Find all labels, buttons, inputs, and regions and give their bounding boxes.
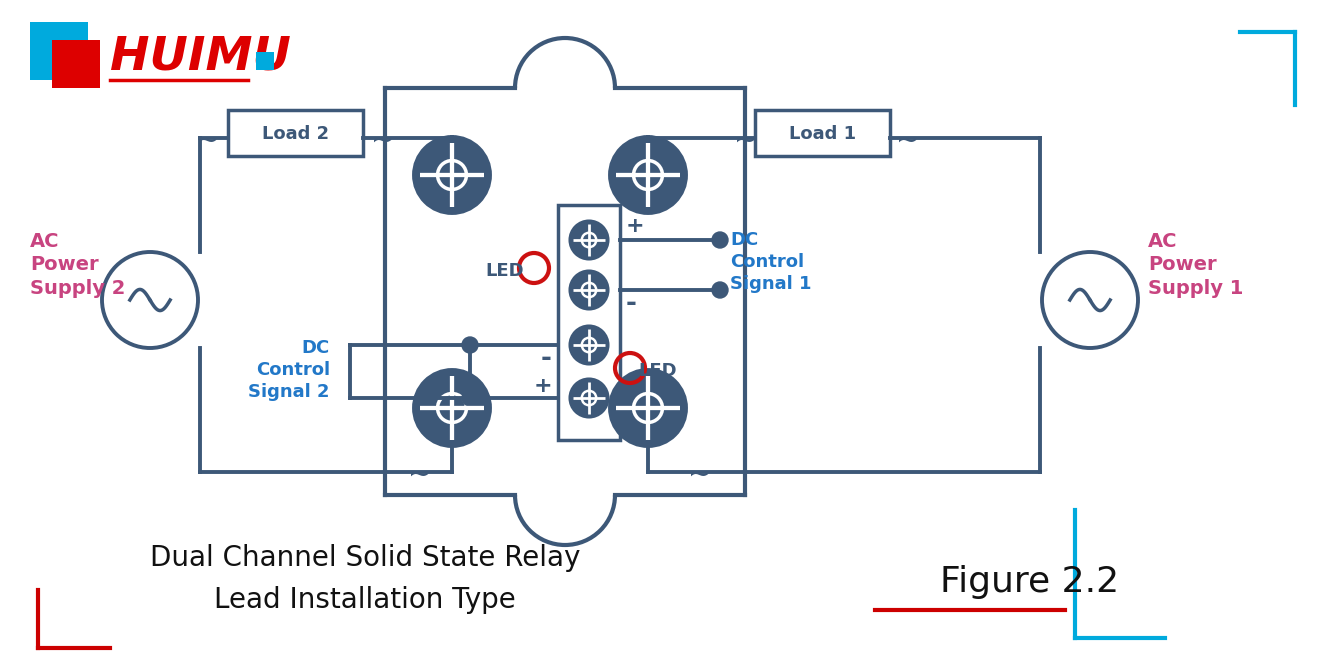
Text: Lead Installation Type: Lead Installation Type [214,586,516,614]
Bar [52,40,100,88]
Circle shape [570,379,608,417]
Circle shape [570,271,608,309]
Text: LED: LED [486,262,524,280]
Text: AC
Power
Supply 2: AC Power Supply 2 [31,232,125,298]
Circle shape [570,326,608,364]
Bar [755,110,890,156]
Text: AC
Power
Supply 1: AC Power Supply 1 [1149,232,1243,298]
Circle shape [462,337,478,353]
Circle shape [610,137,685,213]
Text: -: - [626,291,636,317]
Text: ~: ~ [196,127,220,155]
Text: -: - [542,346,552,372]
Text: ~: ~ [409,461,431,489]
Text: ~: ~ [688,461,712,489]
Text: ~: ~ [371,127,395,155]
Circle shape [462,390,478,406]
Text: Load 2: Load 2 [262,125,329,143]
Text: +: + [626,216,644,236]
Text: Figure 2.2: Figure 2.2 [940,565,1119,599]
Text: HUIMU: HUIMU [110,35,291,79]
Text: DC
Control
Signal 2: DC Control Signal 2 [249,339,330,401]
Bar [256,52,274,70]
Bar [31,22,88,80]
Text: DC
Control
Signal 1: DC Control Signal 1 [729,231,812,293]
Circle shape [610,370,685,446]
Circle shape [712,282,728,298]
Bar [558,205,620,440]
Circle shape [570,221,608,259]
Bar [228,110,363,156]
Text: ~: ~ [896,127,920,155]
Circle shape [414,370,490,446]
Text: ~: ~ [735,127,757,155]
Circle shape [712,232,728,248]
Text: Load 1: Load 1 [789,125,856,143]
Text: LED: LED [638,362,676,380]
Text: +: + [534,376,552,396]
Circle shape [414,137,490,213]
Text: Dual Channel Solid State Relay: Dual Channel Solid State Relay [150,544,580,572]
